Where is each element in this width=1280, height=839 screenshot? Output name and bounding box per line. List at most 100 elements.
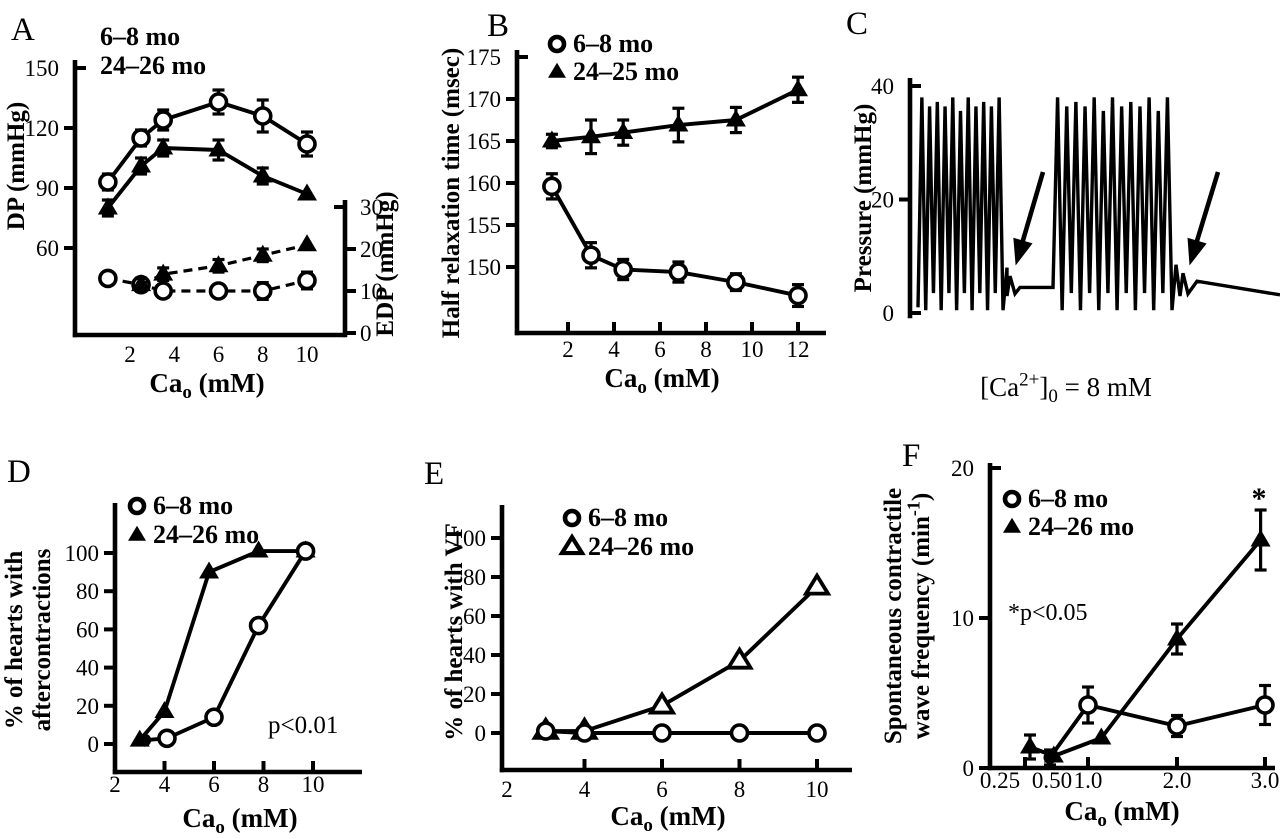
- x-tick-label: 6: [654, 337, 666, 362]
- y-tick-label: 160: [467, 171, 502, 196]
- legend-label: 6–8 mo: [1028, 484, 1108, 513]
- y-axis-label: Pressure (mmHg): [850, 104, 877, 293]
- data-point-marker: [547, 34, 567, 54]
- data-point-marker: [647, 690, 677, 715]
- x-tick-label: 10: [296, 342, 319, 367]
- data-point-marker: [1091, 727, 1112, 745]
- y-axis-label: % of hearts with VF: [441, 523, 468, 741]
- data-point-marker: [131, 155, 152, 173]
- data-point-marker: [1002, 489, 1022, 509]
- data-point-marker: [541, 130, 562, 148]
- legend-item: 6–8 mo: [127, 491, 233, 520]
- y-tick-label: 20: [871, 188, 894, 213]
- arrowhead-icon: [1013, 237, 1033, 266]
- legend-item: 6–8 mo: [100, 22, 180, 51]
- data-point-marker: [297, 234, 317, 252]
- x-tick-label: 4: [159, 772, 171, 797]
- data-point-marker: [153, 137, 174, 155]
- data-point-marker: [1250, 529, 1271, 547]
- x-tick-label: 8: [700, 337, 712, 362]
- data-point-marker: [1043, 751, 1057, 764]
- x-axis-label: Cao (mM): [182, 803, 297, 838]
- x-tick-label: 10: [302, 772, 325, 797]
- data-point-marker: [1078, 695, 1098, 715]
- y-tick-label: 80: [463, 565, 486, 590]
- arrow-icon: [1016, 171, 1046, 255]
- arrow-icon: [1190, 171, 1221, 255]
- data-point-marker: [252, 244, 273, 262]
- data-point-marker: [788, 285, 808, 306]
- annotation: p<0.01: [268, 712, 338, 739]
- legend-label: 24–26 mo: [153, 520, 259, 549]
- y-tick-label: 60: [36, 236, 59, 261]
- panel-d-letter: D: [7, 454, 31, 490]
- x-tick-label: 3.0: [1251, 768, 1280, 793]
- y-axis-label: Spontaneous contractile: [880, 488, 907, 744]
- x-axis-label: Cao (mM): [149, 368, 264, 403]
- panel-c-chart: 0 20 40 Pressure (mmHg) [Ca2+]0 = 8 mM: [850, 74, 1280, 407]
- legend-label: 24–26 mo: [1028, 512, 1134, 541]
- pressure-trace: [916, 97, 1280, 311]
- legend-label: 24–26 mo: [100, 51, 206, 80]
- y-tick-label: 20: [951, 456, 974, 481]
- x-tick-label: 2.0: [1163, 768, 1192, 793]
- x-axis-label: Cao (mM): [1064, 796, 1179, 831]
- series-line: [545, 585, 819, 733]
- x-tick-label: 10: [806, 777, 829, 802]
- x-axis-label: Cao (mM): [604, 363, 719, 398]
- y-tick-label: 100: [452, 526, 487, 551]
- legend-item: 24–26 mo: [558, 532, 694, 561]
- data-point-marker: [1167, 628, 1187, 646]
- x-tick-label: 4: [579, 777, 591, 802]
- x-tick-label: 2: [501, 777, 513, 802]
- data-point-marker: [668, 114, 689, 132]
- legend-item: 6–8 mo: [1002, 484, 1108, 513]
- data-point-marker: [97, 197, 118, 215]
- x-tick-label: 4: [169, 342, 181, 367]
- data-point-marker: [204, 707, 224, 728]
- legend-label: 24–25 mo: [573, 57, 679, 86]
- y-axis-label: % of hearts with: [1, 551, 28, 730]
- panel-b-letter: B: [487, 8, 510, 44]
- right-tick-label: 0: [360, 321, 372, 346]
- y-axis-label: Half relaxation time (msec): [438, 48, 465, 338]
- data-point-marker: [154, 700, 175, 718]
- data-point-marker: [131, 274, 152, 292]
- data-point-marker: [295, 541, 316, 561]
- x-axis-label: Cao (mM): [610, 801, 725, 836]
- right-tick-label: 10: [360, 279, 383, 304]
- data-point-marker: [248, 540, 269, 558]
- data-point-marker: [297, 183, 317, 201]
- panel-a-letter: A: [11, 12, 35, 48]
- y-tick-label: 0: [883, 301, 895, 326]
- x-tick-label: 0.50: [1032, 768, 1072, 793]
- right-tick-label: 30: [360, 195, 383, 220]
- data-point-marker: [128, 525, 146, 541]
- data-point-marker: [652, 723, 672, 743]
- legend-item: 6–8 mo: [547, 29, 653, 58]
- data-point-marker: [138, 733, 152, 747]
- x-tick-label: 0.25: [980, 768, 1020, 793]
- y-tick-label: 175: [467, 45, 502, 70]
- data-point-marker: [98, 172, 118, 192]
- data-point-marker: [1003, 517, 1021, 533]
- panel-f-letter: F: [902, 438, 921, 474]
- y-axis-label: DP (mmHg): [3, 102, 30, 230]
- data-point-marker: [613, 259, 634, 280]
- x-tick-label: 2: [109, 772, 121, 797]
- legend-item: 24–25 mo: [548, 57, 679, 86]
- y-tick-label: 80: [76, 579, 99, 604]
- series-line: [1048, 703, 1266, 759]
- data-point-marker: [208, 92, 229, 112]
- y-tick-label: 150: [467, 255, 502, 280]
- y-axis-label: wave frequency (min-1): [904, 493, 936, 739]
- x-tick-label: 8: [257, 342, 269, 367]
- legend-item: 24–26 mo: [1003, 512, 1134, 541]
- y-tick-label: 10: [951, 606, 974, 631]
- data-point-marker: [581, 126, 601, 144]
- panel-c-letter: C: [846, 6, 869, 42]
- right-tick-label: 20: [360, 237, 383, 262]
